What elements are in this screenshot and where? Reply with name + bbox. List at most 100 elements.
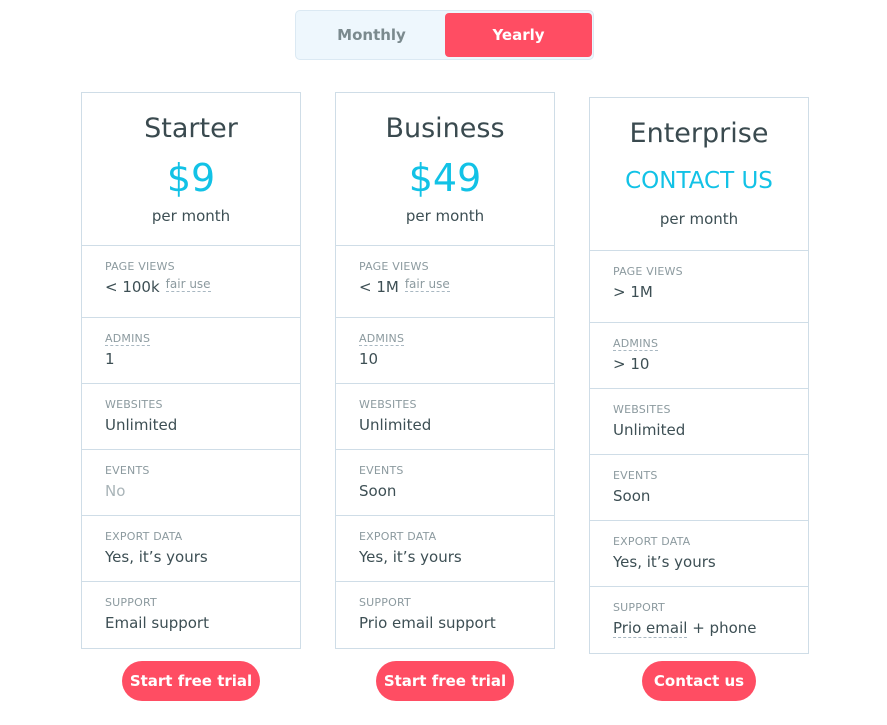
- feature-value-suffix: + phone: [687, 619, 757, 637]
- feature-value-text: > 10: [613, 355, 650, 373]
- feature-label: EVENTS: [613, 455, 808, 482]
- feature-label-text: EXPORT DATA: [105, 530, 183, 543]
- plan-period: per month: [405, 207, 485, 225]
- feature-value-text: No: [105, 482, 126, 500]
- feature-label-text[interactable]: ADMINS: [359, 332, 405, 346]
- feature-label-text: SUPPORT: [359, 596, 411, 609]
- feature-row: PAGE VIEWS < 100k fair use: [82, 246, 300, 318]
- feature-value-text: Soon: [359, 482, 397, 500]
- feature-value: Email support: [105, 614, 300, 632]
- start-free-trial-button-business[interactable]: Start free trial: [376, 661, 514, 701]
- feature-value: < 1M fair use: [359, 277, 554, 296]
- feature-value: Prio email support: [359, 614, 554, 632]
- feature-label-text: EXPORT DATA: [359, 530, 437, 543]
- feature-value: > 1M: [613, 283, 808, 301]
- feature-label-text: SUPPORT: [105, 596, 157, 609]
- plan-price: $49: [408, 156, 482, 200]
- feature-row: WEBSITES Unlimited: [336, 384, 554, 450]
- feature-value-text[interactable]: Prio email: [613, 619, 688, 638]
- feature-label: EXPORT DATA: [613, 521, 808, 548]
- feature-row: ADMINS 1: [82, 318, 300, 384]
- feature-row: ADMINS > 10: [590, 323, 808, 389]
- feature-value: Unlimited: [105, 416, 300, 434]
- feature-value: Prio email + phone: [613, 619, 808, 638]
- feature-label-text: EXPORT DATA: [613, 535, 691, 548]
- billing-toggle: Monthly Yearly: [295, 10, 594, 60]
- feature-row: PAGE VIEWS < 1M fair use: [336, 246, 554, 318]
- plan-name: Business: [385, 113, 505, 144]
- feature-label-text: WEBSITES: [105, 398, 163, 411]
- feature-row: SUPPORT Email support: [82, 582, 300, 648]
- feature-value: Soon: [613, 487, 808, 505]
- feature-row: SUPPORT Prio email + phone: [590, 587, 808, 653]
- feature-label: SUPPORT: [105, 582, 300, 609]
- plan-name: Enterprise: [629, 118, 769, 149]
- feature-value-text: Yes, it’s yours: [105, 548, 208, 566]
- plan-price: CONTACT US: [625, 168, 773, 194]
- plan-card-enterprise: Enterprise CONTACT US per month PAGE VIEWS >…: [589, 97, 809, 654]
- feature-value-text: < 100k: [105, 278, 160, 296]
- feature-value: No: [105, 482, 300, 500]
- feature-label: SUPPORT: [359, 582, 554, 609]
- feature-label-text: WEBSITES: [359, 398, 417, 411]
- feature-label-text: PAGE VIEWS: [105, 260, 175, 273]
- feature-row: EVENTS Soon: [590, 455, 808, 521]
- feature-row: WEBSITES Unlimited: [590, 389, 808, 455]
- yearly-option[interactable]: Yearly: [445, 13, 592, 57]
- feature-value-text: Unlimited: [105, 416, 178, 434]
- plan-header: Starter $9 per month: [82, 93, 300, 246]
- feature-label: WEBSITES: [359, 384, 554, 411]
- fair-use-tooltip-link[interactable]: fair use: [165, 277, 211, 292]
- feature-value-text: 10: [359, 350, 379, 368]
- feature-label: ADMINS: [613, 323, 808, 351]
- plan-header: Enterprise CONTACT US per month: [590, 98, 808, 251]
- feature-value-text: Soon: [613, 487, 651, 505]
- feature-value-text: 1: [105, 350, 115, 368]
- feature-value-text: Prio email support: [359, 614, 496, 632]
- feature-label-text[interactable]: ADMINS: [105, 332, 151, 346]
- feature-row: SUPPORT Prio email support: [336, 582, 554, 648]
- feature-row: EVENTS No: [82, 450, 300, 516]
- contact-us-button-enterprise[interactable]: Contact us: [642, 661, 756, 701]
- plan-card-business: Business $49 per month PAGE VIEWS < 1M fair u…: [335, 92, 555, 649]
- plan-header: Business $49 per month: [336, 93, 554, 246]
- feature-label: EXPORT DATA: [105, 516, 300, 543]
- feature-label-text: EVENTS: [105, 464, 150, 477]
- start-free-trial-button-starter[interactable]: Start free trial: [122, 661, 260, 701]
- feature-row: EXPORT DATA Yes, it’s yours: [336, 516, 554, 582]
- feature-value-text: Unlimited: [359, 416, 432, 434]
- feature-label: ADMINS: [105, 318, 300, 346]
- feature-value-text: Yes, it’s yours: [613, 553, 716, 571]
- feature-value: 1: [105, 350, 300, 368]
- feature-row: ADMINS 10: [336, 318, 554, 384]
- feature-label-text: WEBSITES: [613, 403, 671, 416]
- feature-value: < 100k fair use: [105, 277, 300, 296]
- feature-value: Soon: [359, 482, 554, 500]
- feature-value: Yes, it’s yours: [613, 553, 808, 571]
- plan-name: Starter: [144, 113, 238, 144]
- feature-label-text[interactable]: ADMINS: [613, 337, 659, 351]
- feature-label: EVENTS: [105, 450, 300, 477]
- feature-label-text: SUPPORT: [613, 601, 665, 614]
- feature-value: Unlimited: [359, 416, 554, 434]
- feature-value-text: Email support: [105, 614, 209, 632]
- monthly-option[interactable]: Monthly: [337, 26, 406, 44]
- feature-value: Yes, it’s yours: [359, 548, 554, 566]
- feature-value: Yes, it’s yours: [105, 548, 300, 566]
- feature-label: PAGE VIEWS: [613, 251, 808, 278]
- fair-use-tooltip-link[interactable]: fair use: [404, 277, 450, 292]
- feature-row: EXPORT DATA Yes, it’s yours: [590, 521, 808, 587]
- feature-value: > 10: [613, 355, 808, 373]
- plan-period: per month: [151, 207, 231, 225]
- feature-label-text: PAGE VIEWS: [359, 260, 429, 273]
- plan-card-starter: Starter $9 per month PAGE VIEWS < 100k fair u…: [81, 92, 301, 649]
- feature-value-text: < 1M: [359, 278, 399, 296]
- feature-row: EVENTS Soon: [336, 450, 554, 516]
- feature-value-text: Unlimited: [613, 421, 686, 439]
- feature-value-text: > 1M: [613, 283, 653, 301]
- feature-label: PAGE VIEWS: [359, 246, 554, 273]
- plan-period: per month: [659, 210, 739, 228]
- feature-label: ADMINS: [359, 318, 554, 346]
- feature-label: PAGE VIEWS: [105, 246, 300, 273]
- feature-label-text: PAGE VIEWS: [613, 265, 683, 278]
